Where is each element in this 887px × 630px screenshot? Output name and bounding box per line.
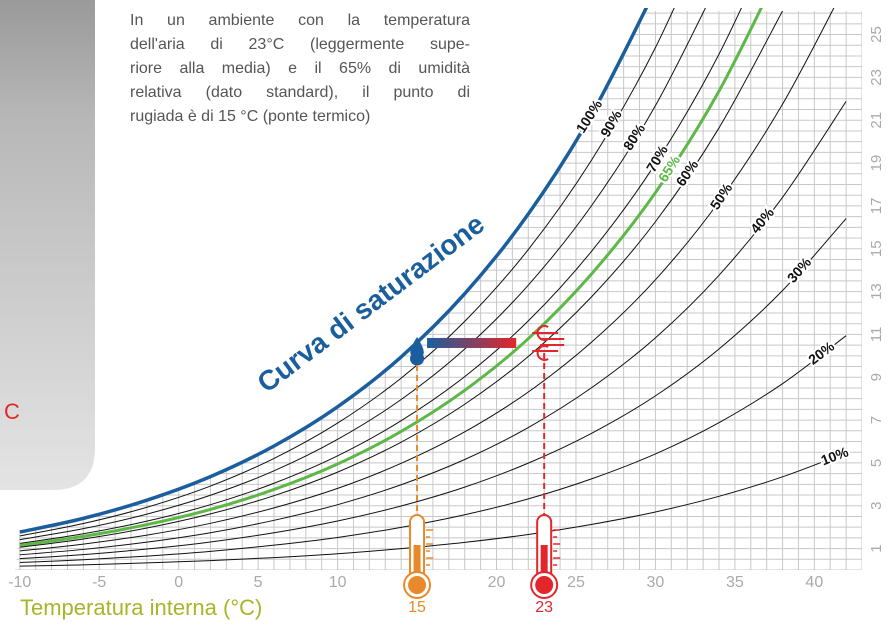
x-tick-label: -10 — [8, 574, 31, 591]
humidity-curve — [19, 8, 763, 547]
x-tick-label: 20 — [488, 574, 506, 591]
y-tick-label: 21 — [868, 112, 885, 129]
x-tick-label: 25 — [567, 574, 585, 591]
description-line: In un ambiente con la temperatura — [130, 12, 470, 29]
humidity-curve — [19, 10, 783, 548]
description-line: relativa (dato standard), il punto di — [130, 84, 470, 101]
photo-caption: C — [4, 399, 20, 424]
saturation-curve — [19, 8, 649, 534]
humidity-curve — [19, 8, 706, 541]
y-tick-label: 3 — [868, 502, 885, 510]
x-tick-label: 10 — [329, 574, 347, 591]
y-tick-label: 5 — [868, 459, 885, 467]
x-tick-label: 35 — [726, 574, 744, 591]
x-axis-title: Temperatura interna (°C) — [20, 595, 262, 620]
x-tick-label: 30 — [647, 574, 665, 591]
y-tick-label: 9 — [868, 373, 885, 381]
x-tick-label: 5 — [254, 574, 263, 591]
marker-label: 15 — [408, 599, 426, 616]
x-tick-label: -5 — [92, 574, 106, 591]
x-tick-label: 40 — [805, 574, 823, 591]
y-tick-label: 7 — [868, 416, 885, 424]
y-tick-label: 1 — [868, 544, 885, 552]
thermometer-bulb-fill — [535, 576, 554, 594]
thermometer-fill — [540, 545, 548, 585]
description-line: riore alla media) e il 65% di umidità — [130, 60, 470, 77]
y-tick-label: 19 — [868, 155, 885, 172]
humidity-curve — [19, 218, 847, 560]
marker-label: 23 — [535, 599, 553, 616]
dew-drop — [410, 336, 425, 366]
x-tick-label: 0 — [174, 574, 183, 591]
humidity-curve — [19, 452, 847, 567]
y-tick-label: 13 — [868, 283, 885, 300]
photo — [0, 0, 95, 490]
humidity-curve — [19, 8, 835, 552]
humidity-bar — [427, 337, 517, 348]
y-tick-label: 17 — [868, 198, 885, 215]
air-icon — [536, 324, 549, 361]
curve-label: 40% — [747, 204, 777, 236]
humidity-curve — [19, 8, 675, 537]
description: In un ambiente con la temperatura dell'ar… — [130, 9, 470, 129]
thermometer-bulb-fill — [408, 576, 427, 594]
description-line: dell'aria di 23°C (leggermente supe- — [130, 36, 470, 53]
y-tick-label: 25 — [868, 26, 885, 43]
y-tick-label: 11 — [868, 327, 885, 343]
humidity-curve — [19, 101, 847, 556]
y-tick-label: 15 — [868, 240, 885, 257]
humidity-curve — [19, 335, 847, 564]
y-tick-label: 23 — [868, 69, 885, 86]
humidity-curve — [19, 8, 743, 544]
thermometer-fill — [413, 545, 421, 585]
description-line: rugiada è di 15 °C (ponte termico) — [130, 108, 371, 125]
